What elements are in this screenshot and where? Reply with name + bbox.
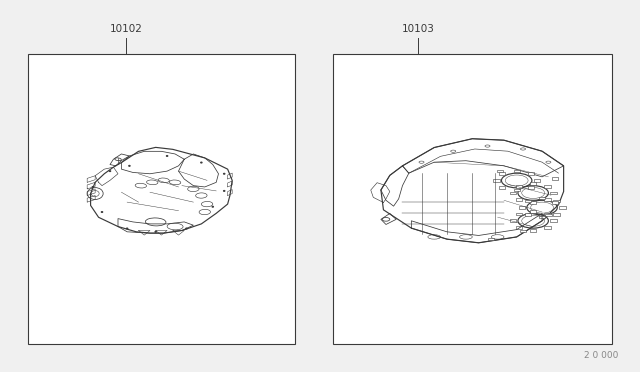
Bar [528,186,534,189]
Circle shape [223,190,225,191]
Bar [516,226,522,229]
Bar [550,192,557,194]
Bar [528,173,534,175]
Bar [516,213,522,215]
Bar [559,206,566,209]
Bar [545,198,550,201]
Bar [520,230,526,232]
Bar [530,182,536,185]
Bar [553,199,559,202]
Circle shape [186,228,187,229]
Circle shape [166,155,168,156]
Text: 10103: 10103 [402,24,435,34]
Bar [530,201,536,204]
Bar [499,173,506,175]
Text: 2 0 000: 2 0 000 [584,351,618,360]
Bar [499,186,506,189]
Bar [513,189,520,191]
Bar [525,199,531,202]
Bar [545,214,552,216]
Bar [513,170,520,172]
Bar [509,219,516,222]
Bar [497,170,503,172]
Text: 10102: 10102 [110,24,143,34]
Circle shape [155,231,156,232]
Bar [530,229,536,232]
Circle shape [212,206,213,207]
Bar [516,198,522,201]
Bar [545,226,550,229]
Bar [525,213,531,216]
Bar [28,54,294,344]
Bar [545,185,550,187]
Bar [552,201,558,204]
Bar [553,213,559,216]
Bar [488,238,495,240]
Bar [552,177,558,180]
Bar [516,185,522,187]
Bar [539,197,545,199]
Bar [493,179,500,182]
Bar [550,219,557,222]
Bar [539,216,545,218]
Bar [333,54,612,344]
Bar [509,192,516,194]
Bar [534,179,540,182]
Bar [545,213,550,215]
Circle shape [127,228,128,229]
Bar [530,210,536,213]
Circle shape [201,162,202,163]
Bar [518,206,525,209]
Circle shape [223,173,225,174]
